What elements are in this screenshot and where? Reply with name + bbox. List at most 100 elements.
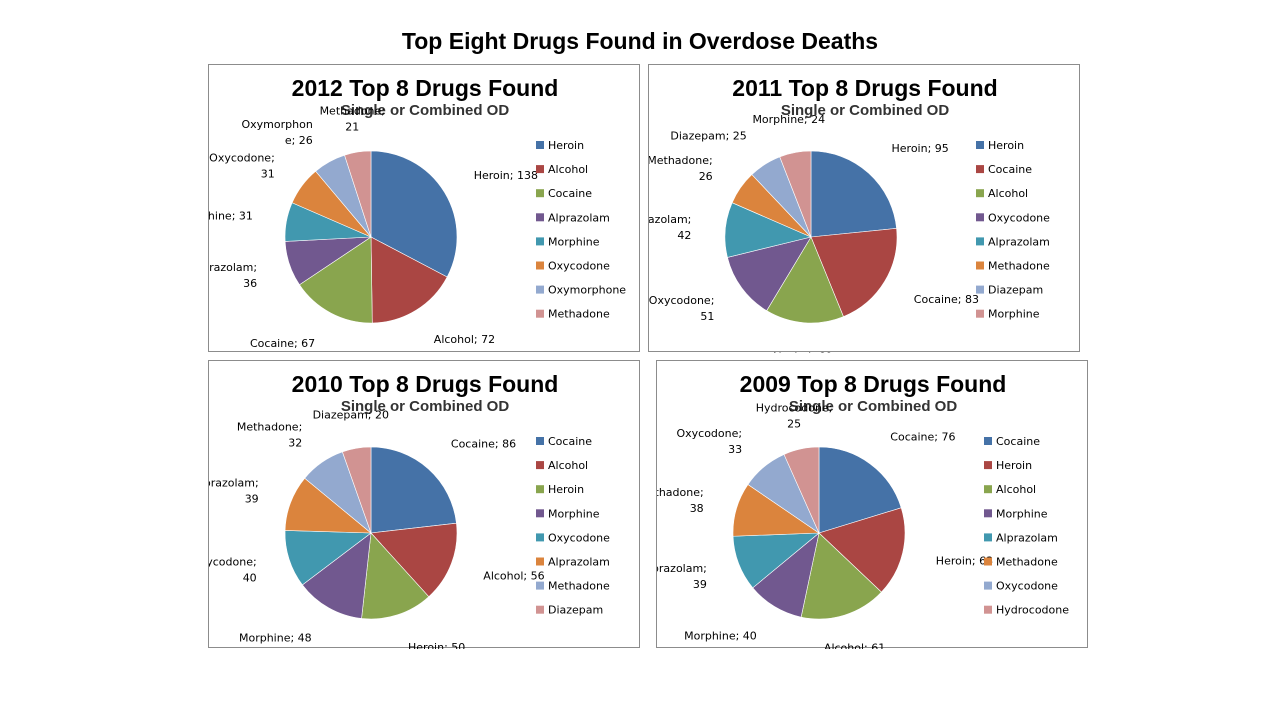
legend-label: Oxymorphone (548, 284, 626, 297)
pie-slice-cocaine (370, 446, 457, 534)
chart-title: 2010 Top 8 Drugs Found (209, 371, 641, 398)
legend-swatch (984, 485, 992, 494)
chart-title: 2012 Top 8 Drugs Found (209, 75, 641, 102)
pie-slice-alcohol (766, 236, 844, 324)
data-label: Diazepam; 20 (313, 409, 389, 422)
legend-label: Alprazolam (988, 235, 1050, 248)
pie-slice-morphine (779, 150, 812, 238)
data-label: Oxycodone; 51 (649, 294, 714, 323)
pie-slice-hydrocodone (783, 446, 820, 534)
chart-subtitle: Single or Combined OD (340, 102, 510, 119)
pie-slice-cocaine (299, 236, 373, 324)
data-label: Methadone; 21 (320, 105, 385, 134)
legend-label: Alprazolam (548, 556, 610, 569)
legend-swatch (536, 461, 544, 470)
legend-swatch (536, 261, 544, 270)
legend-swatch (976, 165, 984, 174)
data-label: Oxymorphon e; 26 (241, 118, 312, 147)
pie-slice-heroin (370, 150, 458, 278)
data-label: Heroin; 95 (892, 142, 949, 155)
legend-swatch (536, 509, 544, 518)
data-label: Morphine; 24 (752, 113, 825, 126)
pie-slice-alcohol (370, 522, 458, 598)
chart-subtitle: Single or Combined OD (788, 398, 958, 415)
pie-slice-alcohol (370, 236, 448, 324)
legend-label: Alcohol (548, 459, 588, 472)
data-label: Morphine; 48 (239, 631, 312, 644)
legend-swatch (976, 261, 984, 270)
legend-swatch (976, 237, 984, 246)
legend-label: Alcohol (996, 483, 1036, 496)
legend-label: Alcohol (988, 187, 1028, 200)
legend-label: Alprazolam (996, 531, 1058, 544)
legend-label: Diazepam (548, 604, 603, 617)
pie-slice-methadone (344, 150, 372, 238)
data-label: Methadone; 32 (237, 421, 302, 450)
legend-label: Methadone (548, 580, 610, 593)
chart-year: 2010 (291, 371, 343, 397)
chart-year: 2011 (732, 75, 783, 101)
data-label: Alcohol; 61 (824, 642, 885, 649)
data-label: Morphine; 40 (684, 630, 757, 643)
data-label: Morphine; 31 (209, 210, 253, 223)
data-label: Heroin; 63 (936, 554, 993, 567)
legend-swatch (536, 165, 544, 174)
pie-slice-cocaine (818, 446, 902, 534)
chart-title: 2009 Top 8 Drugs Found (657, 371, 1089, 398)
pie-slice-cocaine (810, 228, 898, 318)
pie-chart-2009: Cocaine; 76 Cocaine Heroin; 63 Heroin Alcoho… (657, 402, 1069, 649)
legend-label: Heroin (548, 139, 584, 152)
pie-chart-2012: Heroin; 138 Heroin Alcohol; 72 Alcohol Cocai… (209, 105, 626, 351)
legend-label: Diazepam (988, 284, 1043, 297)
legend-swatch (536, 213, 544, 222)
chart-title-text: Top 8 Drugs Found (349, 371, 559, 397)
data-label: Diazepam; 25 (670, 130, 746, 143)
page-title: Top Eight Drugs Found in Overdose Deaths (401, 28, 879, 54)
pie-slice-diazepam (342, 446, 372, 534)
chart-panel-2009: 2009 Top 8 Drugs Found Single or Combine… (656, 360, 1089, 649)
legend-swatch (984, 461, 992, 470)
pie-slice-heroin (361, 532, 430, 620)
legend-swatch (536, 533, 544, 542)
legend-label: Methadone (996, 556, 1058, 569)
chart-year: 2009 (739, 371, 791, 397)
legend-swatch (536, 437, 544, 445)
data-label: Alcohol; 72 (434, 333, 495, 346)
pie-slice-alcohol (800, 532, 882, 620)
data-label: Oxycodone;40 (209, 556, 257, 585)
chart-title-text: Top 8 Drugs Found (788, 75, 998, 101)
legend-swatch (976, 285, 984, 294)
legend-swatch (536, 309, 544, 318)
data-label: Alprazolam;39 (657, 562, 707, 591)
legend-swatch (984, 533, 992, 542)
data-label: Cocaine; 67 (250, 337, 315, 350)
legend-swatch (976, 141, 984, 149)
chart-panel-2012: 2012 Top 8 Drugs Found Single or Combine… (208, 64, 640, 352)
legend-swatch (536, 189, 544, 198)
pie-slice-heroin (810, 150, 897, 238)
data-label: Alprazolam;36 (209, 261, 257, 290)
data-label: Oxycodone; 31 (209, 151, 275, 180)
pie-chart-2011: Heroin; 95 Heroin Cocaine; 83 Cocaine Alcoho… (649, 113, 1050, 353)
data-label: Cocaine; 86 (451, 437, 516, 450)
data-label: Cocaine; 83 (914, 293, 979, 306)
legend-swatch (984, 557, 992, 566)
legend-label: Hydrocodone (996, 604, 1069, 617)
legend-swatch (536, 581, 544, 590)
legend-swatch (536, 605, 544, 614)
legend-swatch (536, 237, 544, 246)
legend-swatch (536, 285, 544, 294)
legend-label: Cocaine (548, 187, 592, 200)
data-label: Oxycodone; 33 (676, 427, 742, 456)
legend-swatch (536, 557, 544, 566)
chart-subtitle: Single or Combined OD (340, 398, 510, 415)
legend-label: Oxycodone (996, 580, 1058, 593)
data-label: Methadone; 26 (649, 154, 713, 183)
legend-label: Heroin (996, 459, 1032, 472)
legend-swatch (536, 141, 544, 149)
chart-panel-2010: 2010 Top 8 Drugs Found Single or Combine… (208, 360, 641, 649)
chart-subtitle: Single or Combined OD (780, 102, 950, 119)
legend-label: Methadone (988, 260, 1050, 273)
data-label: Alprazolam;39 (209, 477, 259, 506)
data-label: Alcohol; 56 (483, 569, 544, 582)
